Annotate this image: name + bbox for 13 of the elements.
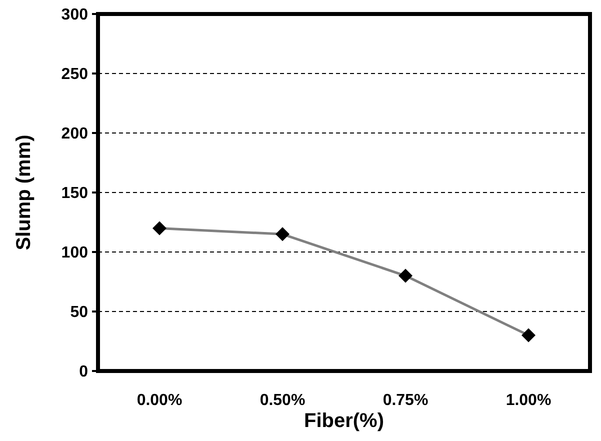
x-tick-label: 0.75% [382, 392, 428, 409]
x-tick-label: 1.00% [506, 392, 552, 409]
x-tick-label: 0.00% [136, 392, 182, 409]
y-tick-label: 100 [61, 244, 88, 262]
y-axis-title: Slump (mm) [13, 134, 35, 250]
y-tick-label: 300 [61, 6, 88, 24]
x-tick-label: 0.50% [260, 392, 306, 409]
y-tick-label: 200 [61, 126, 88, 143]
y-tick-label: 0 [79, 364, 88, 381]
y-tick-label: 150 [61, 185, 88, 202]
y-tick-label: 250 [61, 66, 88, 84]
y-tick-label: 50 [70, 304, 88, 322]
x-axis-title: Fiber(%) [304, 410, 384, 432]
